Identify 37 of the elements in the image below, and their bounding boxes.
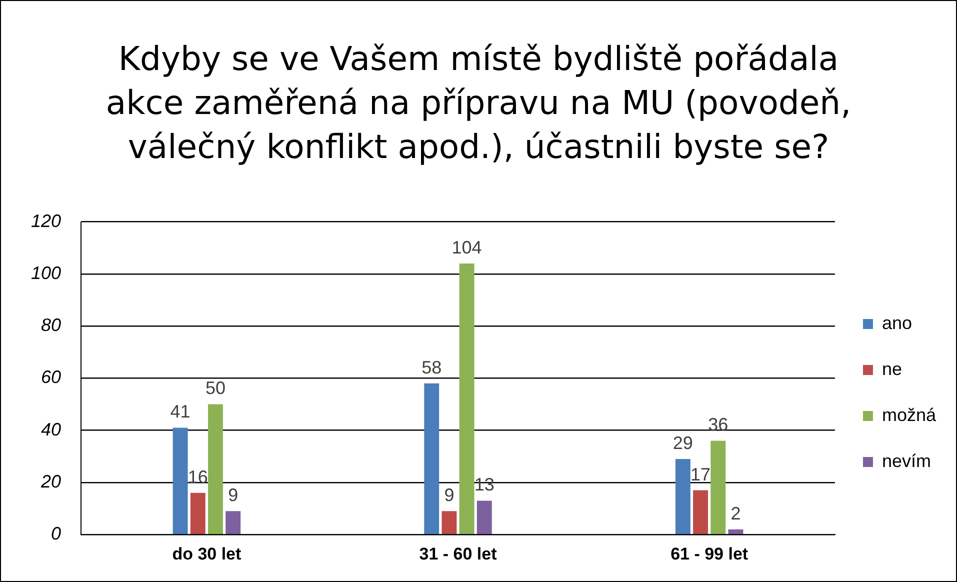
data-label: 50	[205, 378, 226, 398]
y-tick-label: 0	[51, 524, 62, 544]
y-tick-label: 60	[41, 367, 62, 388]
legend-label: ne	[882, 358, 902, 379]
data-label: 29	[672, 432, 693, 453]
bar	[476, 500, 492, 534]
data-label: 9	[228, 485, 238, 506]
bar	[190, 492, 206, 534]
y-tick-label: 80	[41, 315, 62, 336]
legend-label: ano	[882, 312, 912, 333]
y-tick-label: 120	[30, 210, 62, 231]
bar	[172, 428, 188, 534]
bar	[675, 459, 690, 534]
y-tick-label: 100	[30, 262, 62, 283]
x-tick-label: do 30 let	[172, 544, 242, 564]
data-label: 9	[444, 485, 454, 506]
bar	[442, 511, 457, 534]
data-label: 104	[452, 237, 482, 258]
data-label: 17	[690, 464, 711, 484]
legend-label: možná	[882, 404, 937, 425]
data-label: 16	[188, 466, 208, 487]
bar	[710, 440, 726, 534]
bar	[459, 264, 474, 534]
legend-label: nevím	[882, 450, 932, 471]
chart-title: Kdyby se ve Vašem místě bydliště pořádala akce zaměřená na přípravu na MU (povodeň, válečný konflikt apod.), účastnili byste se?	[104, 38, 852, 168]
y-tick-label: 40	[41, 419, 62, 440]
y-tick-label: 20	[40, 471, 62, 492]
data-label: 2	[730, 503, 741, 524]
bar	[208, 404, 223, 534]
x-tick-label: 61 - 99 let	[670, 544, 748, 564]
bar	[424, 383, 440, 534]
data-label: 58	[422, 357, 442, 378]
bar	[226, 511, 241, 534]
bar	[728, 529, 744, 534]
data-label: 41	[170, 402, 190, 422]
x-tick-label: 31 - 60 let	[419, 544, 498, 564]
bar	[693, 490, 708, 534]
